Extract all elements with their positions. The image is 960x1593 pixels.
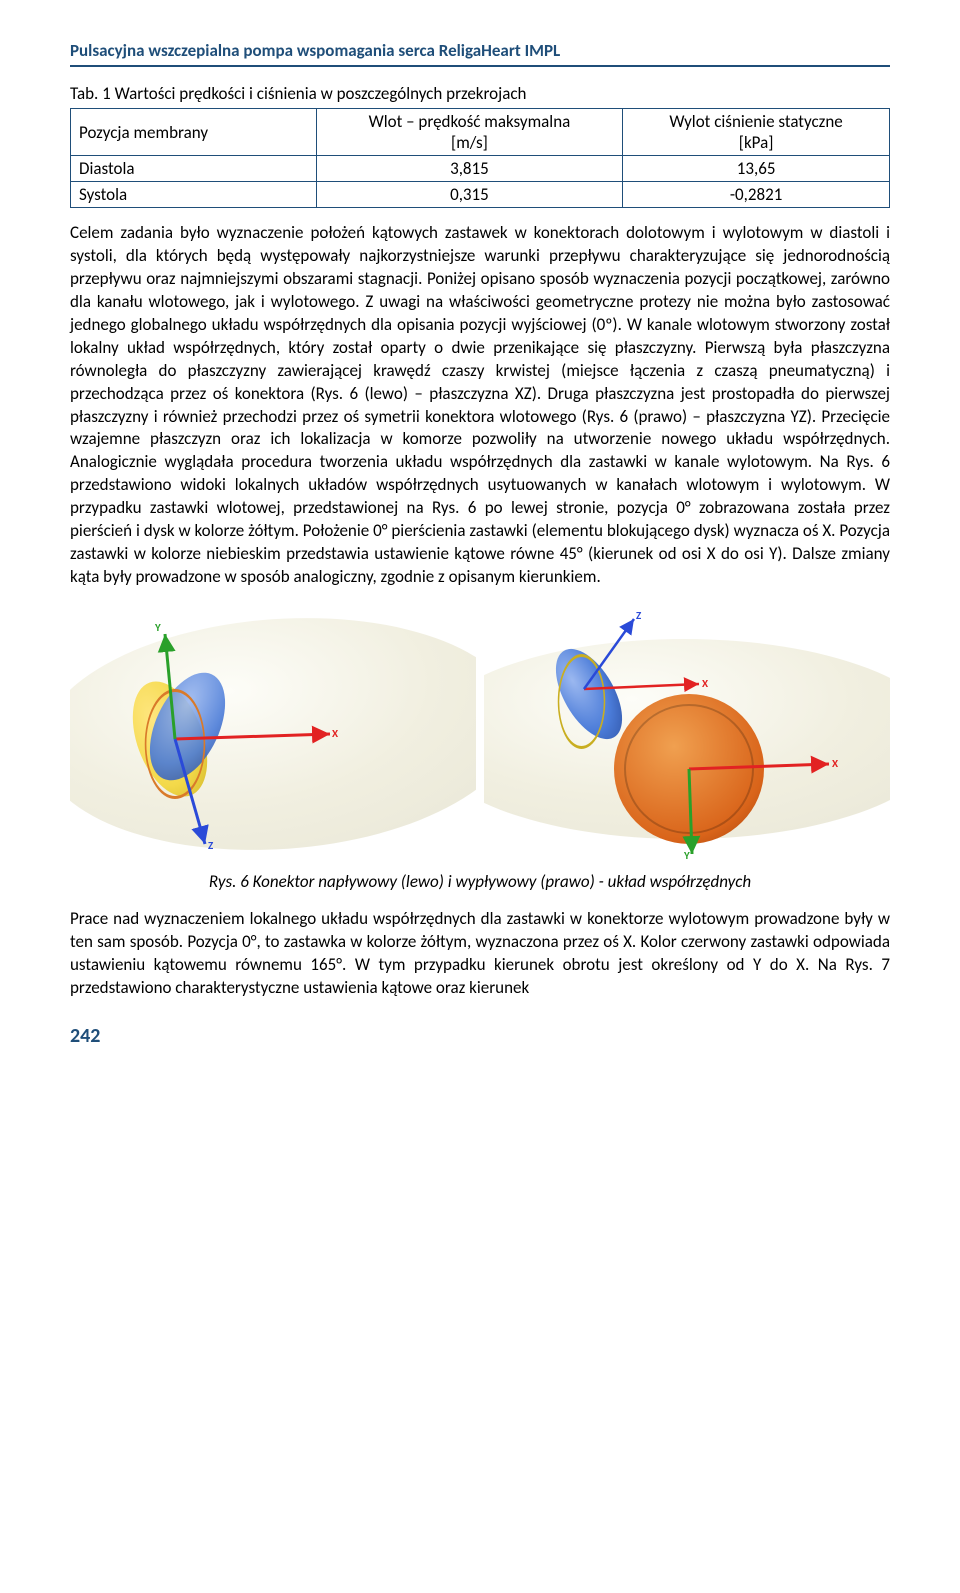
table-row: Systola 0,315 -0,2821 [71,182,890,208]
axis-x-label: X [702,677,708,690]
table-caption: Tab. 1 Wartości prędkości i ciśnienia w … [70,83,890,104]
axis-x-label: X [332,727,338,740]
axis-y-label: Y [155,621,161,634]
table-cell: 0,315 [316,182,623,208]
table-header-row: Pozycja membrany Wlot – prędkość maksyma… [71,109,890,156]
data-table: Pozycja membrany Wlot – prędkość maksyma… [70,108,890,208]
table-header-cell: Pozycja membrany [71,109,317,156]
axis-z-label: Z [636,609,641,622]
body-paragraph: Celem zadania było wyznaczenie położeń k… [70,222,890,589]
table-header-cell: Wlot – prędkość maksymalna [m/s] [316,109,623,156]
table-row: Diastola 3,815 13,65 [71,156,890,182]
figure-left-inlet: X Y Z [70,599,476,859]
axis-x-label-2: X [832,757,838,770]
table-cell: Systola [71,182,317,208]
table-cell: 3,815 [316,156,623,182]
figure-row: X Y Z X Z X Y [70,599,890,859]
figure-right-outlet: X Z X Y [484,599,890,859]
table-header-cell: Wylot ciśnienie statyczne [kPa] [623,109,890,156]
axis-z-label: Z [208,839,213,852]
table-cell: Diastola [71,156,317,182]
table-cell: -0,2821 [623,182,890,208]
axis-y-label: Y [684,849,690,859]
page-number: 242 [70,1024,890,1048]
figure-caption: Rys. 6 Konektor napływowy (lewo) i wypły… [70,871,890,892]
running-header: Pulsacyjna wszczepialna pompa wspomagani… [70,40,890,67]
table-cell: 13,65 [623,156,890,182]
body-paragraph: Prace nad wyznaczeniem lokalnego układu … [70,908,890,1000]
